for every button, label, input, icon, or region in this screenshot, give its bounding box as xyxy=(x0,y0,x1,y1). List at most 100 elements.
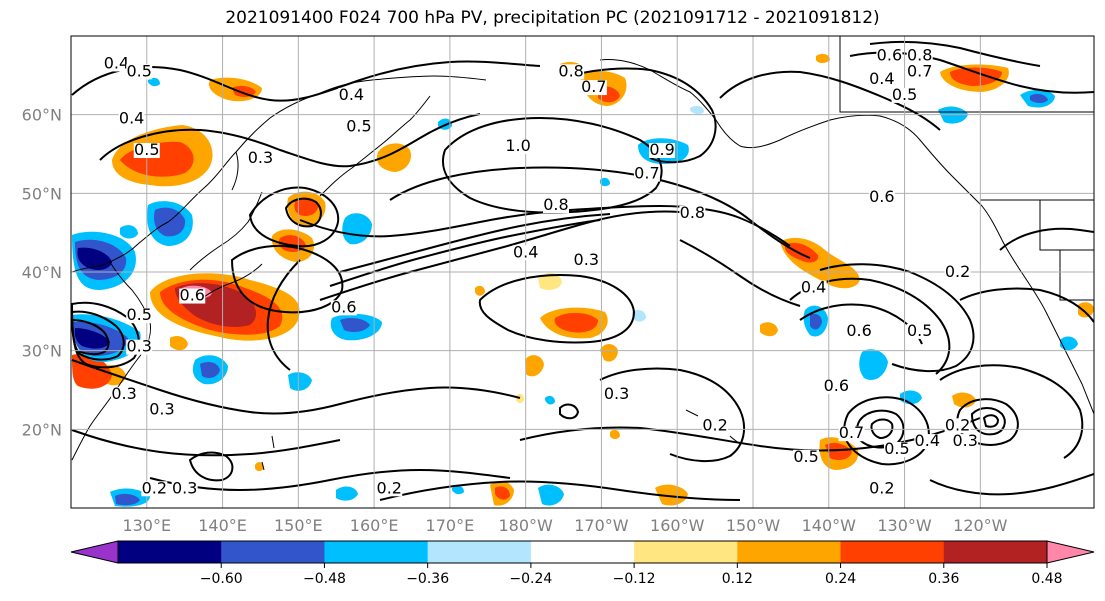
latitude-labels: 60°N 50°N 40°N 30°N 20°N xyxy=(22,106,62,440)
lat-label: 60°N xyxy=(22,106,62,125)
contour-label: 0.6 xyxy=(846,321,871,340)
contour-label-bg xyxy=(952,434,979,450)
contour-label-bg xyxy=(823,379,850,394)
contour-label: 0.5 xyxy=(884,439,909,458)
colorbar-segment xyxy=(221,541,325,563)
contour-label-bg xyxy=(338,87,365,103)
lon-label: 160°E xyxy=(350,516,399,535)
contour-label-bg xyxy=(133,143,160,158)
colorbar-tick-label: −0.48 xyxy=(303,571,346,587)
colorbar-segment xyxy=(943,541,1048,563)
contour-label-bg xyxy=(868,190,895,206)
colorbar-segment xyxy=(324,541,429,563)
contour-label: 0.2 xyxy=(377,478,402,497)
colorbar-tick-label: −0.60 xyxy=(200,571,243,587)
colorbar-tick-label: 0.48 xyxy=(1031,571,1062,587)
contour-label: 0.4 xyxy=(513,242,538,261)
contour-label: 0.5 xyxy=(892,85,917,104)
contour-label: 0.3 xyxy=(149,400,174,419)
contour-label-bg xyxy=(148,402,175,418)
contour-label: 0.3 xyxy=(126,337,151,356)
colorbar-tick-label: −0.12 xyxy=(613,571,656,587)
lat-label: 50°N xyxy=(22,184,62,203)
contour-label: 0.4 xyxy=(869,69,894,88)
lat-label: 40°N xyxy=(22,263,62,282)
contour-label: 0.8 xyxy=(907,46,932,65)
colorbar-frame xyxy=(117,540,1048,564)
contour-label-bg xyxy=(118,111,145,127)
contour-label: 0.2 xyxy=(142,478,167,497)
contour-label-bg xyxy=(944,264,971,280)
contour-label-bg xyxy=(580,80,607,96)
contour-label-bg xyxy=(345,119,372,135)
contour-label: 0.5 xyxy=(126,305,151,324)
colorbar-segment xyxy=(840,541,945,563)
contour-label-bg xyxy=(512,245,539,261)
lat-label: 30°N xyxy=(22,342,62,361)
colorbar-tick-label: −0.36 xyxy=(406,571,449,587)
contour-label: 0.6 xyxy=(824,376,849,395)
lon-label: 120°W xyxy=(953,516,1008,535)
contour-label-bg xyxy=(103,56,130,72)
colorbar-extend-high xyxy=(1046,540,1095,564)
colorbar-segment xyxy=(427,541,532,563)
contour-label-bg xyxy=(944,418,971,434)
colorbar-tick-label: 0.12 xyxy=(722,571,753,587)
contour-label: 0.4 xyxy=(801,278,826,297)
colorbar-tick-label: −0.24 xyxy=(509,571,552,587)
contour-label-bg xyxy=(876,48,903,64)
longitude-labels: 130°E 140°E 150°E 160°E 170°E 180°W 170°W 160°W… xyxy=(122,516,1007,535)
contour-label-bg xyxy=(906,48,933,64)
contour-label: 0.4 xyxy=(339,85,364,104)
lon-label: 140°E xyxy=(198,516,247,535)
contour-label-bg xyxy=(838,426,865,442)
contour-label-bg xyxy=(171,481,198,497)
lon-label: 130°E xyxy=(122,516,171,535)
contour-label-bg xyxy=(111,386,138,402)
colorbar-segment xyxy=(634,541,738,563)
lon-label: 180°W xyxy=(498,516,553,535)
contour-label-bg xyxy=(868,481,895,497)
contour-label: 0.3 xyxy=(248,148,273,167)
contour-label-bg xyxy=(603,386,630,402)
contour-label: 0.7 xyxy=(839,423,864,442)
contour-label-bg xyxy=(800,280,827,296)
contour-label: 0.7 xyxy=(907,61,932,80)
contour-label-bg xyxy=(376,481,403,497)
contour-label-bg xyxy=(126,339,153,355)
graticule xyxy=(71,36,1094,508)
contour-label: 0.3 xyxy=(952,431,977,450)
contour-label-bg xyxy=(505,139,532,155)
contour-label: 0.2 xyxy=(869,478,894,497)
contour-label-bg xyxy=(679,205,706,221)
contour-label: 0.4 xyxy=(104,53,129,72)
contour-label: 0.7 xyxy=(581,77,606,96)
contour-label: 0.5 xyxy=(346,116,371,135)
map-border xyxy=(70,35,1095,509)
colorbar: −0.60 −0.48 −0.36 −0.24 −0.12 0.12 0.24 0.36 0.4… xyxy=(70,540,1095,587)
contour-label: 0.5 xyxy=(126,61,151,80)
contour-label-bg xyxy=(247,150,274,166)
lon-label: 150°E xyxy=(274,516,323,535)
colorbar-tick-label: 0.24 xyxy=(825,571,856,587)
map-title: 2021091400 F024 700 hPa PV, precipitatio… xyxy=(225,8,880,28)
contour-label-bg xyxy=(126,64,153,80)
contour-label-bg xyxy=(558,64,585,80)
contour-label-bg xyxy=(573,253,600,269)
contour-label-bg xyxy=(868,72,895,88)
contour-label: 0.8 xyxy=(558,61,583,80)
contour-label-bg xyxy=(126,308,153,324)
contour-label: 0.7 xyxy=(634,164,659,183)
contour-label-bg xyxy=(883,441,910,457)
contour-label-bg xyxy=(330,300,357,316)
contour-label: 0.5 xyxy=(907,321,932,340)
contour-label: 0.6 xyxy=(180,286,205,305)
contour-label: 0.5 xyxy=(793,447,818,466)
contour-label: 0.3 xyxy=(574,250,599,269)
lon-label: 140°W xyxy=(802,516,857,535)
contour-label: 0.2 xyxy=(945,262,970,281)
contour-label-bg xyxy=(793,449,820,465)
lat-label: 20°N xyxy=(22,420,62,439)
lon-label: 170°E xyxy=(426,516,475,535)
